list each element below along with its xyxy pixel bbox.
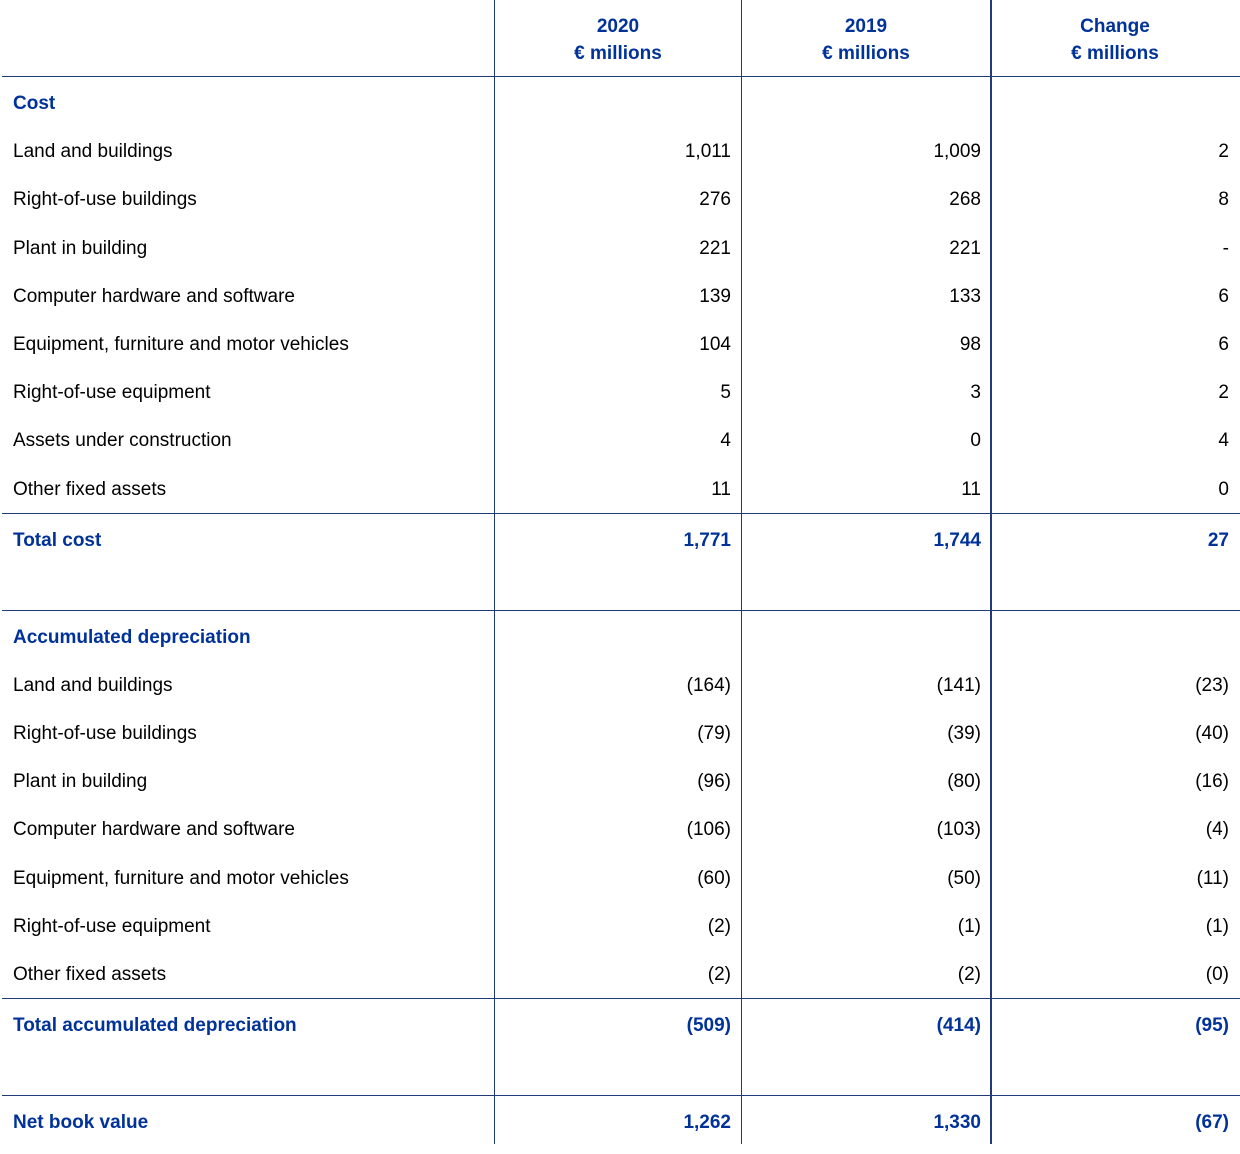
row-label: Right-of-use buildings [13,189,197,211]
row-label: Other fixed assets [13,478,167,500]
row-label: Computer hardware and software [13,819,295,841]
cell-value: (141) [936,674,981,696]
row-divider [2,76,1240,77]
row-label: Right-of-use buildings [13,723,197,744]
cell-value: 3 [970,382,981,404]
row-heading: Total cost [13,529,102,551]
row-divider [2,1095,1240,1096]
column-header: 2019 [844,16,888,37]
cell-value: (67) [1195,1112,1229,1133]
cell-value: 11 [711,478,731,500]
row-label: Other fixed assets [13,964,167,985]
row-heading: Accumulated depreciation [13,626,251,648]
column-divider [741,0,742,1144]
column-divider [990,0,992,1144]
cell-value: (79) [697,723,731,744]
column-divider [494,0,495,1144]
cell-value: (11) [1196,867,1229,889]
cell-value: (95) [1195,1015,1229,1036]
cell-value: (509) [686,1015,731,1036]
cell-value: (96) [697,771,731,793]
row-heading: Net book value [13,1112,149,1133]
cell-value: 1,771 [683,529,731,551]
cell-value: 1,262 [683,1112,731,1133]
cell-value: 1,330 [933,1112,981,1133]
cell-value: (60) [697,867,731,889]
cell-value: 221 [949,237,981,259]
cell-value: (414) [936,1015,981,1036]
cell-value: 6 [1218,334,1229,355]
cell-value: 139 [699,285,731,307]
cell-value: 268 [949,189,981,211]
cell-value: (0) [1205,964,1229,985]
cell-value: 2 [1218,382,1229,404]
cell-value: 221 [699,237,731,259]
column-unit: € millions [1071,43,1159,64]
row-divider [2,998,1240,999]
cell-value: 276 [699,189,731,211]
row-label: Right-of-use equipment [13,915,211,937]
row-label: Plant in building [13,237,148,259]
cell-value: (23) [1195,674,1229,696]
row-label: Land and buildings [13,674,173,696]
cell-value: (2) [707,915,731,937]
cell-value: 6 [1218,285,1229,307]
cell-value: 4 [720,430,731,452]
row-label: Land and buildings [13,141,173,163]
cell-value: (106) [686,819,731,841]
cell-value: (16) [1195,771,1229,793]
cell-value: 98 [959,334,981,355]
row-label: Equipment, furniture and motor vehicles [13,867,349,889]
cell-value: 5 [720,382,731,404]
cell-value: (103) [936,819,981,841]
cell-value: (50) [947,867,981,889]
row-label: Computer hardware and software [13,285,295,307]
cell-value: (2) [707,964,731,985]
row-divider [2,609,1240,611]
row-label: Plant in building [13,771,148,793]
cell-value: (4) [1205,819,1229,841]
cell-value: 2 [1218,141,1229,163]
cell-value: 8 [1218,189,1229,211]
cell-value: (164) [686,674,731,696]
cell-value: (80) [947,771,981,793]
column-unit: € millions [574,43,662,64]
cell-value: 1,009 [933,141,981,163]
row-label: Right-of-use equipment [13,382,211,404]
cell-value: - [1222,237,1229,259]
cell-value: 104 [699,334,731,355]
cell-value: 4 [1218,430,1229,452]
cell-value: 133 [949,285,981,307]
cell-value: 0 [1218,478,1229,500]
cell-value: (2) [957,964,981,985]
column-unit: € millions [822,43,910,64]
row-divider [2,512,1240,514]
row-label: Equipment, furniture and motor vehicles [13,334,349,355]
row-heading: Cost [13,93,56,114]
cell-value: 0 [970,430,981,452]
cell-value: 1,744 [933,529,981,551]
row-heading: Total accumulated depreciation [13,1015,297,1036]
cell-value: 1,011 [684,141,731,163]
cell-value: 27 [1207,529,1229,551]
cell-value: (39) [947,723,981,744]
cell-value: (40) [1195,723,1229,744]
cell-value: (1) [1205,915,1229,937]
cell-value: (1) [957,915,981,937]
column-header: Change [1080,16,1150,37]
cell-value: 11 [961,478,981,500]
column-header: 2020 [596,16,640,37]
row-label: Assets under construction [13,430,232,452]
